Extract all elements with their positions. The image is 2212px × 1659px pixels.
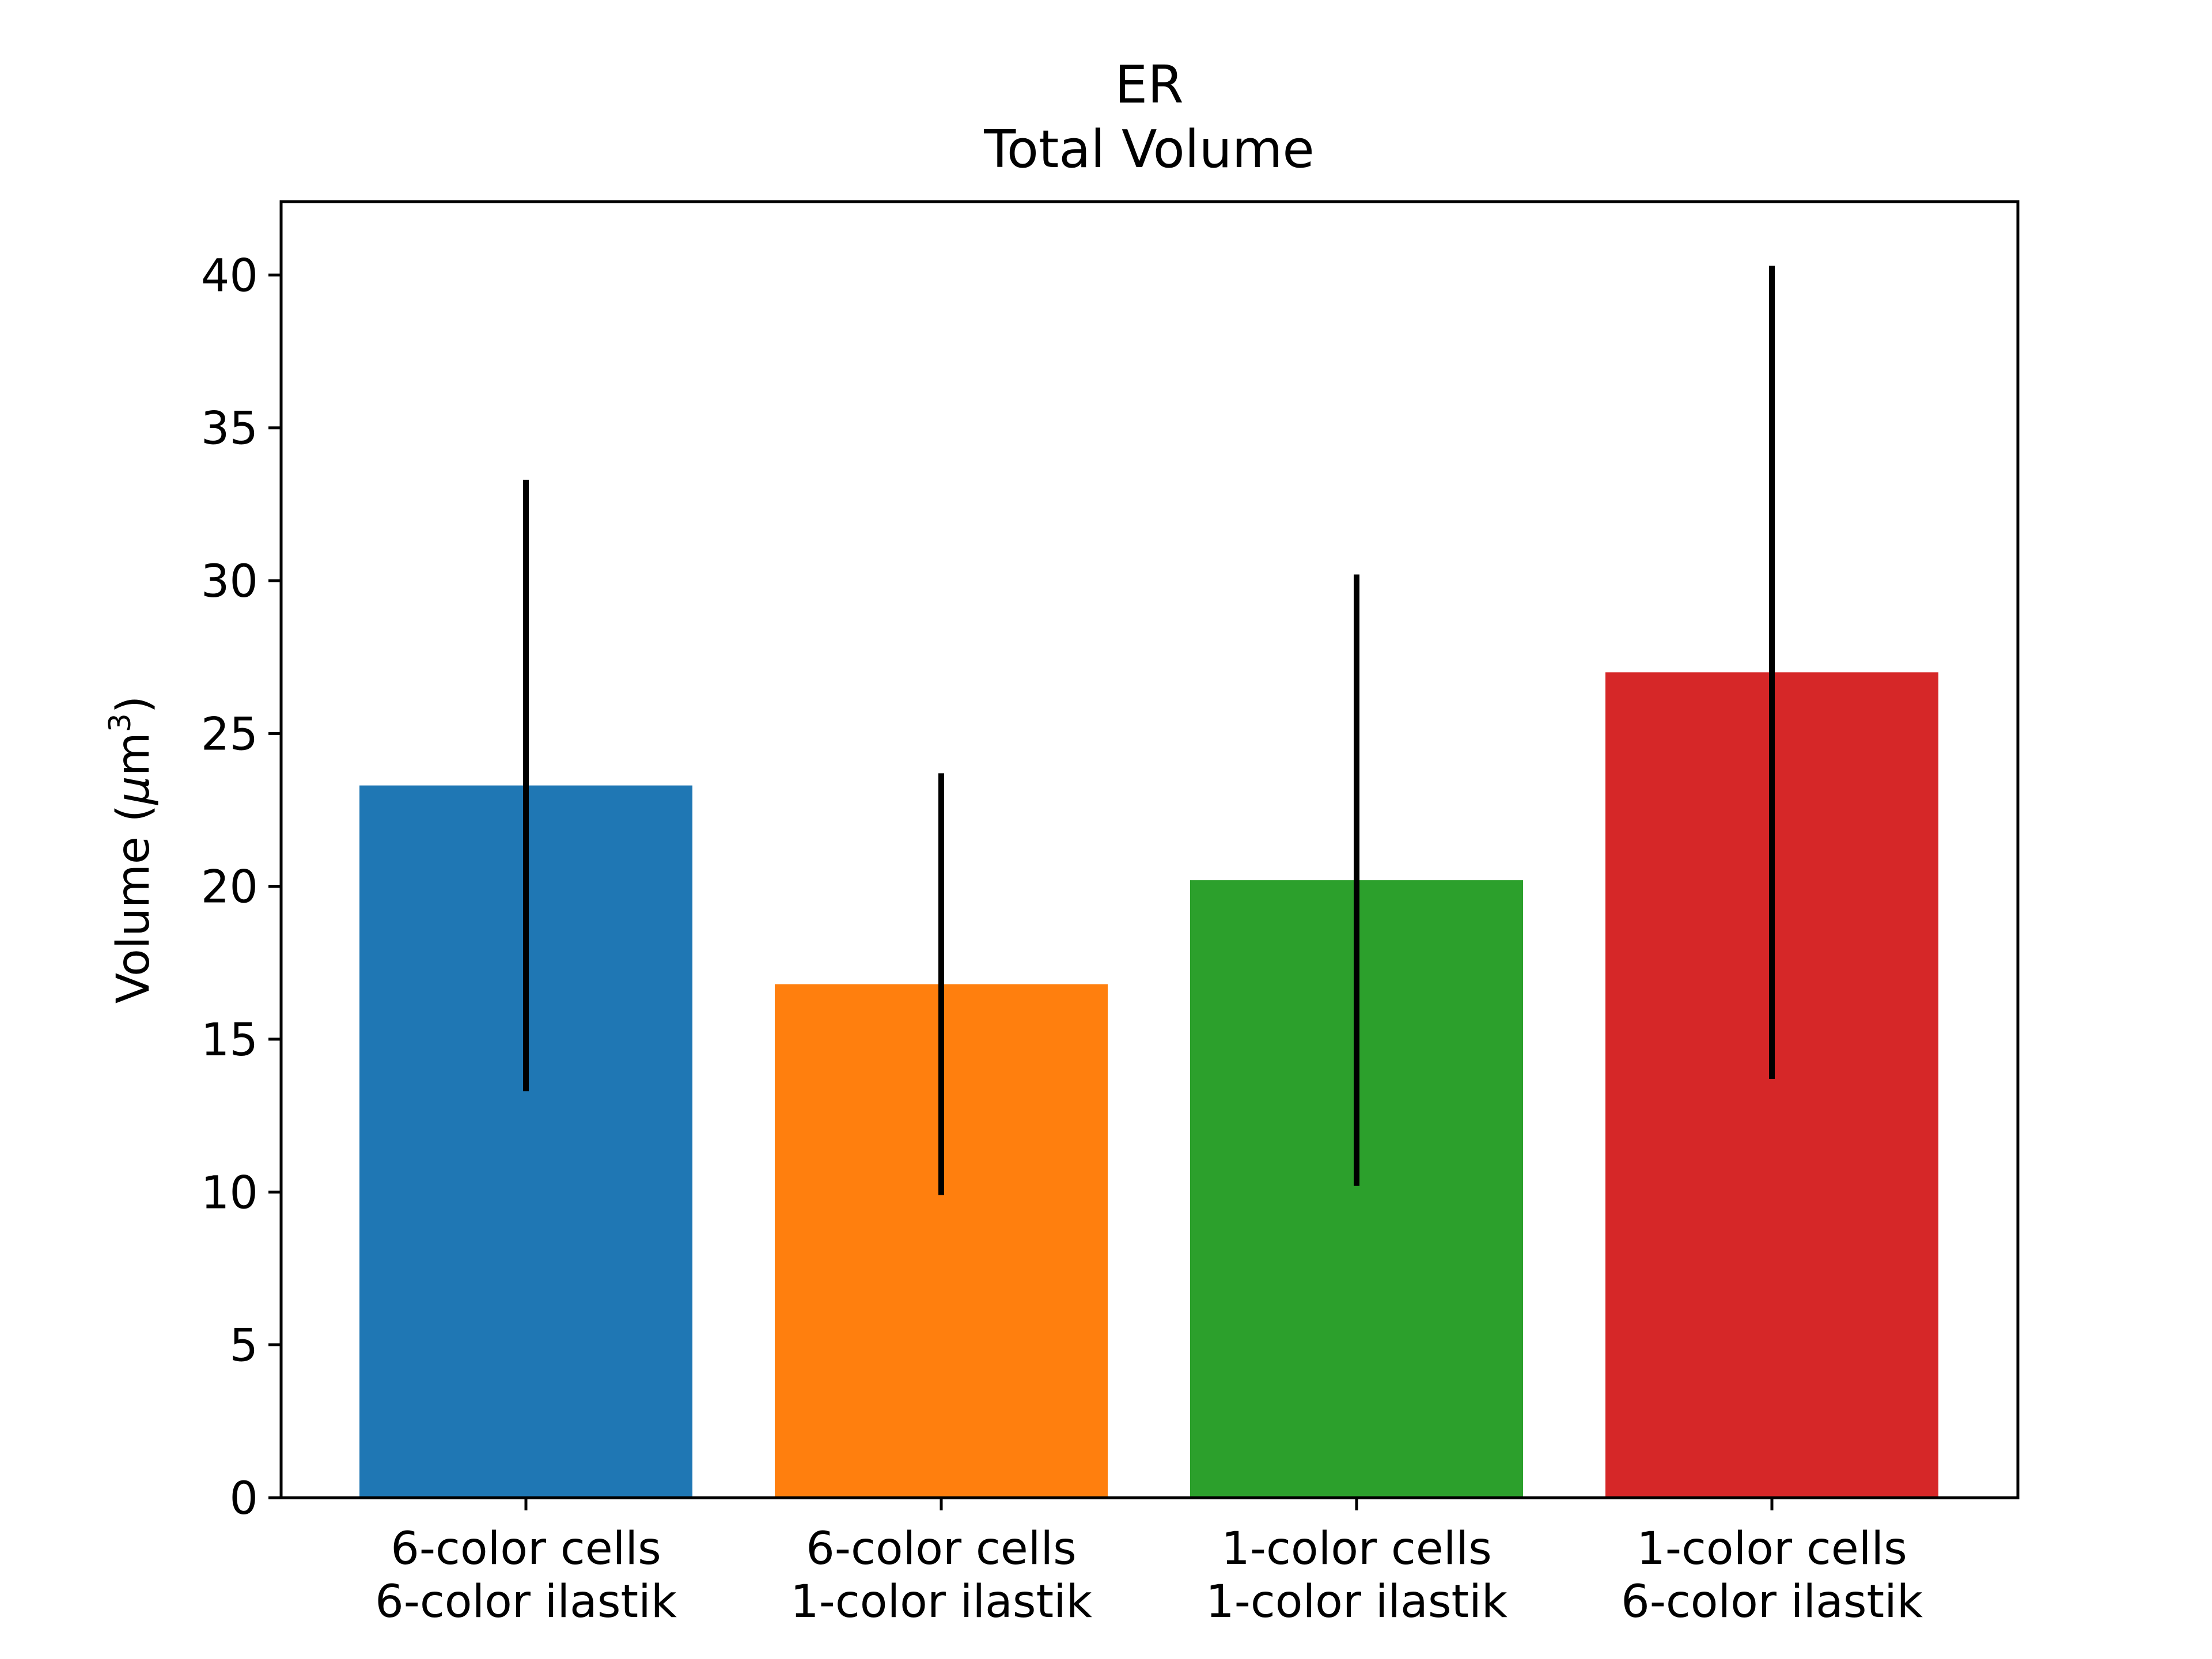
y-tick-label-40: 40 <box>201 250 258 302</box>
y-axis: 0 5 10 15 20 25 30 35 40 <box>201 250 281 1525</box>
y-tick-label-25: 25 <box>201 709 258 760</box>
plot-frame <box>279 200 2020 1499</box>
x-tick-label-4-line1: 1-color cells <box>1637 1523 1907 1575</box>
chart-subtitle: Total Volume <box>983 119 1315 180</box>
x-tick-label-3-line1: 1-color cells <box>1221 1523 1492 1575</box>
x-tick-label-4-line2: 6-color ilastik <box>1621 1576 1923 1628</box>
y-axis-label: Volume (μm3) <box>103 696 160 1003</box>
y-tick-label-20: 20 <box>201 862 258 914</box>
x-tick-label-1-line2: 6-color ilastik <box>375 1576 677 1628</box>
x-tick-label-2-line2: 1-color ilastik <box>790 1576 1092 1628</box>
y-tick-label-5: 5 <box>229 1320 258 1372</box>
y-tick-label-10: 10 <box>201 1167 258 1219</box>
x-tick-label-3-line2: 1-color ilastik <box>1206 1576 1508 1628</box>
y-tick-label-35: 35 <box>201 403 258 455</box>
y-tick-label-0: 0 <box>229 1473 258 1525</box>
error-bars-group <box>523 266 1775 1195</box>
y-tick-label-15: 15 <box>201 1014 258 1066</box>
x-tick-label-2-line1: 6-color cells <box>806 1523 1077 1575</box>
chart-title: ER <box>1115 55 1183 115</box>
x-tick-label-1-line1: 6-color cells <box>391 1523 661 1575</box>
y-tick-label-30: 30 <box>201 556 258 608</box>
